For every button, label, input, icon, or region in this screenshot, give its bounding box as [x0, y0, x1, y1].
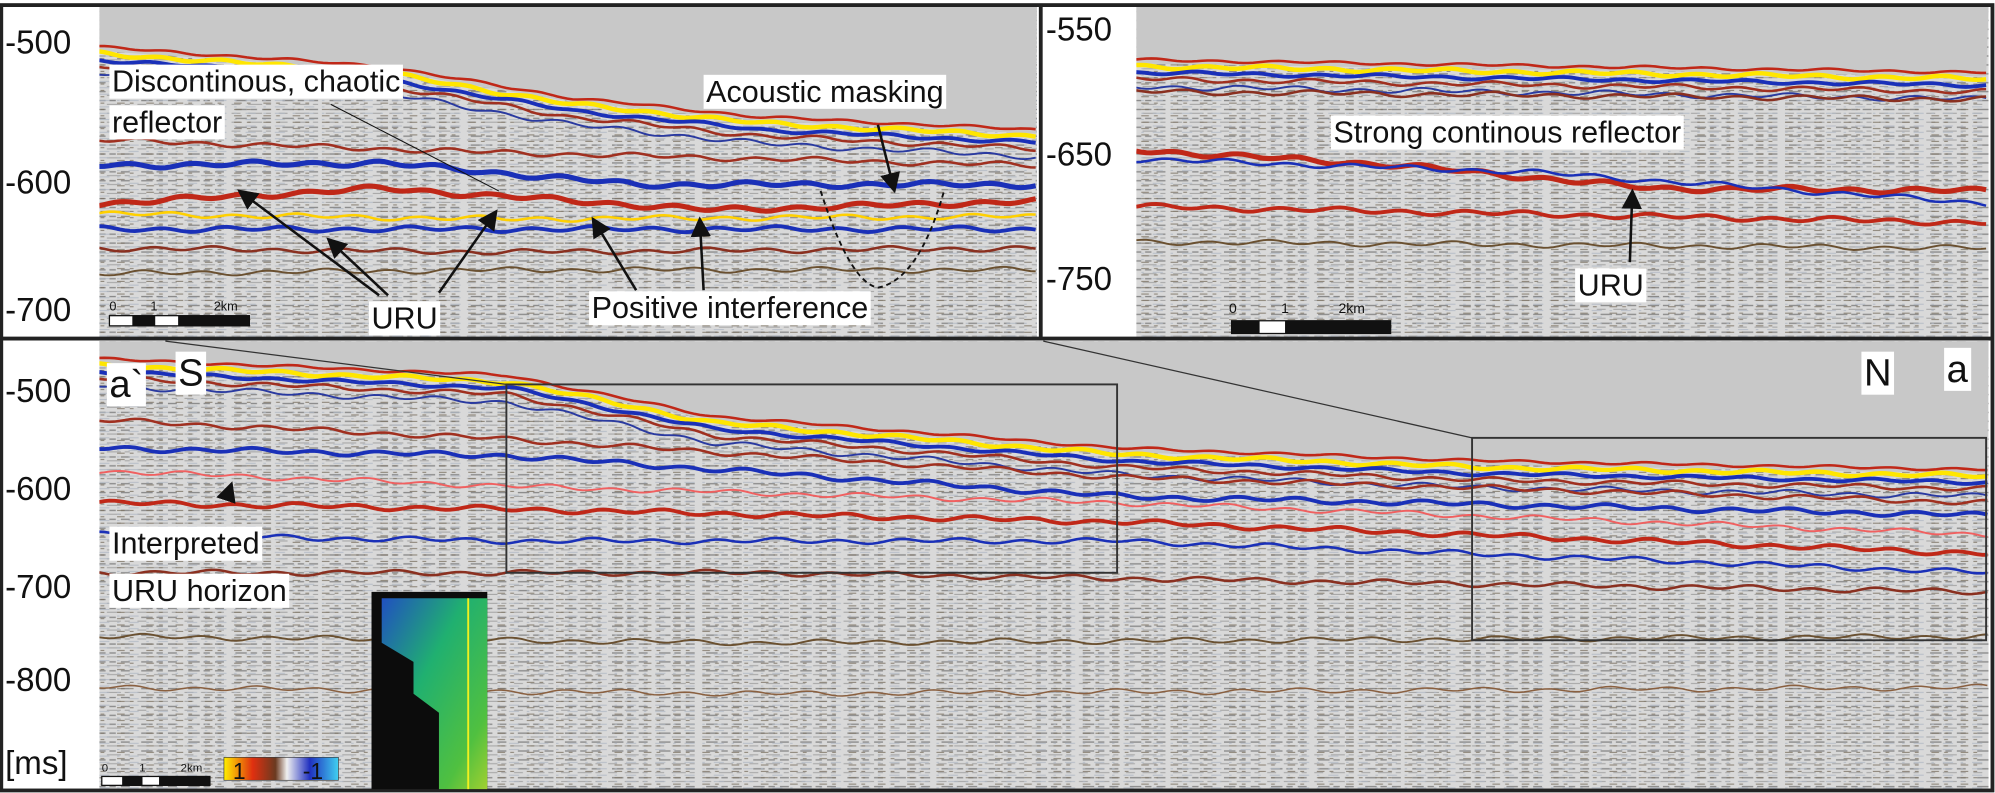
label: N — [1864, 352, 1892, 395]
seismic-panel — [99, 6, 1037, 337]
seismic-panel — [1136, 6, 1988, 337]
label: S — [178, 352, 203, 395]
label: Strong continous reflector — [1333, 116, 1681, 150]
label: 1 — [233, 758, 246, 784]
label: -600 — [5, 471, 71, 508]
figure: -500 -600 -700 -550 -650 -750 -500 -600 -700 -800… — [0, 0, 1995, 793]
label: 2km — [181, 762, 203, 774]
label: -700 — [5, 569, 71, 606]
label: Acoustic masking — [706, 75, 944, 109]
label: URU — [1578, 268, 1644, 302]
label: -1 — [303, 758, 323, 784]
location-map — [372, 592, 488, 789]
seismic-layers — [0, 6, 1989, 789]
label: 0 — [109, 299, 116, 314]
label: 1 — [1281, 300, 1289, 316]
label: Positive interference — [592, 291, 869, 325]
scale-bar-fill — [122, 776, 142, 785]
label: -750 — [1046, 261, 1112, 298]
label: 1 — [150, 299, 157, 314]
label: 2km — [1338, 300, 1364, 316]
label: -500 — [5, 24, 71, 61]
label: 0 — [102, 762, 108, 774]
label: 0 — [1229, 300, 1237, 316]
scale-bar-fill — [1232, 321, 1260, 334]
label: 2km — [214, 299, 238, 314]
label: reflector — [112, 105, 222, 139]
label: -800 — [5, 662, 71, 699]
label: Interpreted — [112, 527, 260, 561]
label: URU — [372, 301, 438, 335]
label: Discontinous, chaotic — [112, 65, 400, 99]
scale-bar-fill — [1285, 321, 1391, 334]
scale-bar-fill — [132, 316, 155, 326]
page: {"panels": { "top_left": { "axis_labels"… — [0, 0, 1995, 793]
label: 1 — [139, 762, 145, 774]
scale-bar-fill — [178, 316, 249, 326]
label: URU horizon — [112, 574, 287, 608]
label: -700 — [5, 292, 71, 329]
label: a — [1947, 348, 1969, 391]
label: -500 — [5, 373, 71, 410]
label: -650 — [1046, 136, 1112, 173]
label: -600 — [5, 164, 71, 201]
label: -550 — [1046, 12, 1112, 49]
label: [ms] — [5, 745, 67, 782]
label: a` — [109, 363, 143, 406]
scale-bar-fill — [159, 776, 210, 785]
